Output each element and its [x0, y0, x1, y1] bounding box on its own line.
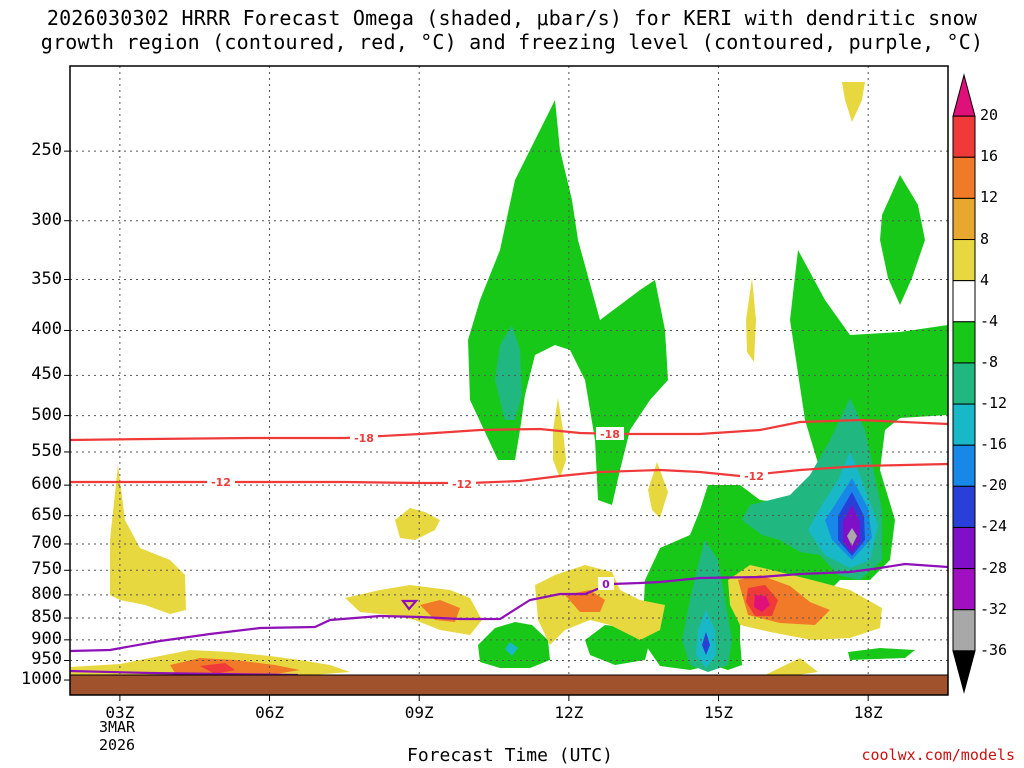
plot-frame	[69, 65, 949, 696]
x-tick-label: 18Z	[853, 703, 883, 722]
temperature-contour-labels: -18 -18 -12 -12 -12	[207, 427, 768, 491]
y-tick-label: 300	[31, 209, 62, 230]
colorbar-label: 4	[980, 270, 990, 289]
x-axis-label: Forecast Time (UTC)	[407, 745, 613, 766]
colorbar-label: -32	[980, 599, 1008, 618]
x-tick-label: 15Z	[704, 703, 733, 722]
colorbar-swatch	[952, 485, 976, 528]
y-tick-label: 350	[31, 268, 62, 289]
y-tick-label: 1000	[21, 669, 62, 690]
omega-region-magenta-16z	[754, 595, 770, 612]
colorbar-swatch	[952, 568, 976, 611]
y-tick-label: 950	[31, 649, 62, 670]
colorbar-label: -20	[980, 476, 1008, 495]
omega-region-green-upper	[468, 100, 668, 505]
colorbar-label: -8	[980, 352, 999, 371]
contour-label-minus-12-c: -12	[744, 470, 764, 483]
gridlines	[64, 66, 948, 701]
freezing-level-line	[69, 562, 949, 653]
omega-region-red-sfc	[200, 663, 235, 674]
colorbar-swatch	[952, 362, 976, 405]
y-tick-label: 900	[31, 628, 62, 649]
y-tick-label: 650	[31, 504, 62, 525]
omega-region-orange-09z	[420, 600, 460, 622]
omega-region-teal-upper	[495, 325, 522, 420]
colorbar-label: -28	[980, 558, 1008, 577]
y-tick-label: 450	[31, 364, 62, 385]
y-tick-label: 750	[31, 559, 62, 580]
y-tick-label: 700	[31, 532, 62, 553]
colorbar-swatch	[952, 73, 976, 117]
chart-title-line-1: 2026030302 HRRR Forecast Omega (shaded, …	[46, 6, 978, 30]
omega-region-teal-15z	[682, 540, 732, 672]
colorbar-swatch	[952, 156, 976, 199]
x-date-label: 3MAR	[98, 718, 136, 736]
colorbar	[952, 73, 976, 694]
colorbar-label: -12	[980, 394, 1008, 413]
colorbar-swatch	[952, 650, 976, 694]
terrain-ground	[69, 674, 949, 696]
y-tick-label: 250	[31, 140, 62, 161]
y-tick-label: 850	[31, 607, 62, 628]
omega-region-yellow-14z	[648, 462, 668, 518]
omega-region-yellow-09z-low	[345, 585, 482, 635]
colorbar-label: 12	[980, 188, 999, 207]
omega-region-yellow-16z-spike	[746, 278, 756, 362]
omega-region-yellow-03z	[110, 465, 186, 614]
y-tick-label: 600	[31, 474, 62, 495]
colorbar-swatch	[952, 444, 976, 487]
omega-region-yellow-17z-sfc	[765, 658, 818, 676]
contour-label-minus-18-b: -18	[600, 428, 620, 441]
x-tick-label: 03Z	[105, 703, 135, 722]
colorbar-label: 8	[980, 229, 990, 248]
contour-label-minus-12-b: -12	[452, 478, 472, 491]
contour-minus-18	[69, 418, 949, 442]
x-tick-label: 12Z	[554, 703, 584, 722]
chart-title-line-2: growth region (contoured, red, °C) and f…	[40, 30, 984, 54]
omega-region-green-upper-right	[880, 175, 925, 305]
freezing-level-label: 0	[602, 578, 610, 591]
colorbar-label: -24	[980, 517, 1008, 536]
contour-label-minus-12-a: -12	[211, 476, 231, 489]
x-year-label: 2026	[98, 736, 136, 754]
omega-region-orange-12z	[565, 590, 605, 612]
freezing-level-closed-loop	[400, 599, 419, 611]
colorbar-swatch	[952, 239, 976, 282]
y-tick-label: 800	[31, 583, 62, 604]
colorbar-swatch	[952, 526, 976, 570]
omega-region-orange-sfc	[170, 658, 300, 676]
contour-label-minus-18-a: -18	[354, 432, 374, 445]
omega-region-yellow-09z	[395, 508, 440, 540]
omega-region-blue-15z	[702, 632, 710, 655]
contour-minus-12	[70, 462, 949, 485]
x-tick-label: 06Z	[255, 703, 284, 722]
colorbar-swatch	[952, 403, 976, 446]
colorbar-label: 20	[980, 106, 999, 125]
omega-shading	[70, 82, 948, 677]
y-tick-label: 550	[31, 440, 62, 461]
temperature-contours	[69, 418, 949, 485]
y-tick-label: 400	[31, 319, 62, 340]
colorbar-swatch	[952, 321, 976, 364]
colorbar-swatch	[952, 115, 976, 158]
colorbar-swatch	[952, 609, 976, 652]
omega-region-green-19z	[848, 648, 915, 660]
y-tick-label: 500	[31, 404, 62, 425]
omega-region-gray-18z	[847, 528, 857, 546]
x-tick-label: 09Z	[404, 703, 434, 722]
omega-region-yellow-12z-spike	[553, 398, 566, 478]
colorbar-swatch	[952, 197, 976, 241]
colorbar-label: 16	[980, 147, 999, 166]
omega-region-yellow-top	[842, 82, 865, 122]
colorbar-label: -16	[980, 435, 1008, 454]
colorbar-label: -36	[980, 640, 1008, 659]
omega-region-cyan-11z	[505, 642, 518, 656]
colorbar-label: -4	[980, 311, 999, 330]
colorbar-swatch	[952, 280, 976, 323]
credit-link[interactable]: coolwx.com/models	[861, 746, 1015, 764]
